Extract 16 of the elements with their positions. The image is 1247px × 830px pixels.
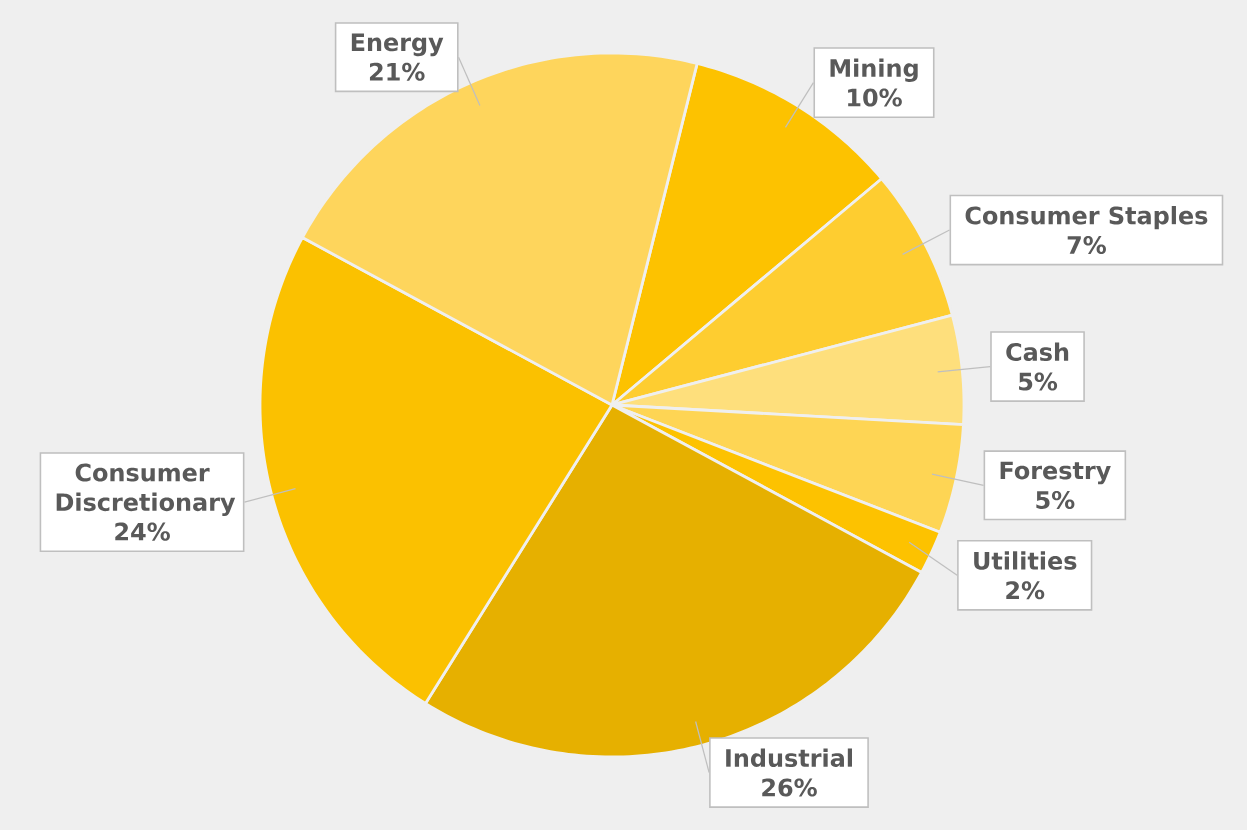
data-label: 5%: [1019, 372, 1058, 391]
slice-label: Consumer Staples: [965, 205, 1208, 230]
slice-label: Industrial: [726, 748, 852, 768]
slice-label: Forestry: [1000, 461, 1111, 485]
data-label: 2%: [1006, 581, 1045, 600]
slice-label: Utilities: [974, 551, 1077, 570]
slice-label: Energy: [351, 33, 444, 57]
data-label: 10%: [848, 88, 902, 107]
slice-label: Consumer Discretionary: [56, 463, 236, 516]
data-label: 24%: [115, 522, 170, 541]
data-label: 26%: [762, 778, 817, 797]
data-label: 5%: [1036, 490, 1075, 509]
data-label: 21%: [369, 62, 425, 81]
slice-label: Mining: [830, 58, 918, 82]
data-label: 7%: [1067, 235, 1106, 255]
slice-label: Cash: [1006, 342, 1069, 362]
